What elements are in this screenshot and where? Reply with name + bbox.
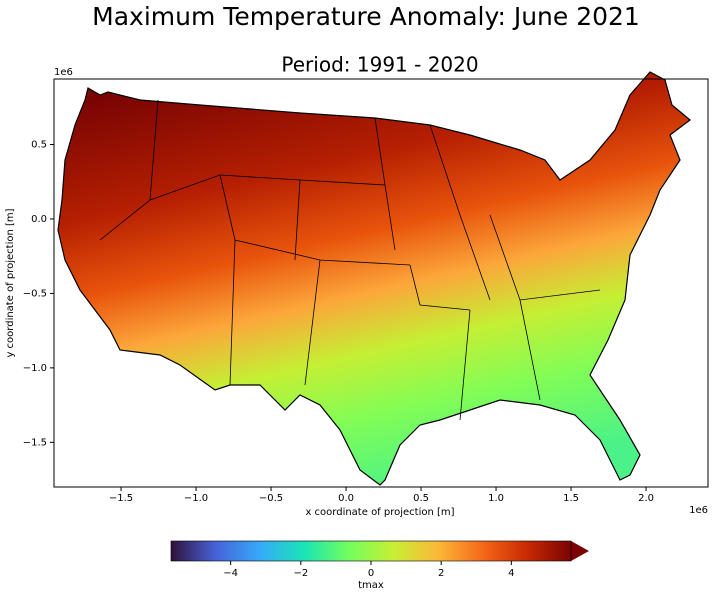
y-tick-label: −0.5 <box>23 288 47 299</box>
colorbar-label: tmax <box>358 580 384 591</box>
y-tick-label: −1.0 <box>23 363 47 374</box>
map-region <box>57 71 691 486</box>
x-tick-label: 0.0 <box>338 493 354 504</box>
x-axis-label: x coordinate of projection [m] <box>305 507 454 518</box>
colorbar-tick-label: 4 <box>508 568 514 579</box>
colorbar <box>171 541 571 561</box>
colorbar-tick-label: 2 <box>438 568 444 579</box>
chart-subtitle: Period: 1991 - 2020 <box>281 53 478 77</box>
y-tick-label: 0.0 <box>31 214 47 225</box>
chart-title: Maximum Temperature Anomaly: June 2021 <box>92 2 640 31</box>
x-tick-label: 2.0 <box>638 493 654 504</box>
y-tick-label: −1.5 <box>23 437 47 448</box>
colorbar-extend <box>571 541 589 561</box>
axes-frame <box>53 78 709 488</box>
x-tick-label: −0.5 <box>259 493 283 504</box>
x-tick-label: 0.5 <box>413 493 429 504</box>
y-tick-label: 0.5 <box>31 140 47 151</box>
colorbar-tick-label: 0 <box>368 568 374 579</box>
y-offset-label: 1e6 <box>54 67 73 78</box>
colorbar-tick-label: −4 <box>223 568 238 579</box>
x-tick-label: −1.0 <box>184 493 208 504</box>
y-axis-label: y coordinate of projection [m] <box>5 208 16 357</box>
state-borders <box>99 99 601 421</box>
x-offset-label: 1e6 <box>689 505 708 516</box>
x-tick-label: 1.0 <box>488 493 504 504</box>
x-tick-label: 1.5 <box>563 493 579 504</box>
colorbar-tick-label: −2 <box>293 568 308 579</box>
x-tick-label: −1.5 <box>109 493 133 504</box>
